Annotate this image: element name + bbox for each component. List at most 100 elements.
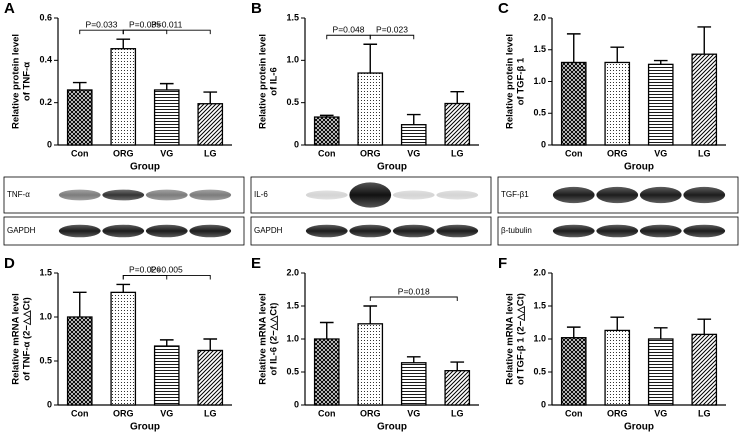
bar [153, 89, 180, 146]
y-axis-label: of IL-6 (2−△△Ct) [269, 303, 280, 376]
blot-band [58, 224, 101, 238]
error-bar [159, 339, 174, 347]
bar [604, 61, 631, 146]
blot-band [102, 189, 145, 201]
y-tick-label: 1.5 [533, 44, 546, 54]
blot-band [305, 224, 348, 238]
x-tick-label: VG [654, 408, 667, 418]
y-tick-label: 0 [47, 399, 52, 409]
blot-band [639, 224, 682, 238]
x-tick-label: ORG [113, 408, 134, 418]
blot-band [189, 189, 232, 201]
x-tick-label: ORG [607, 148, 628, 158]
bar [444, 102, 471, 146]
blot-label: β-tubulin [501, 226, 532, 235]
y-axis-label: Relative protein level [505, 34, 516, 129]
blot-label: IL-6 [254, 190, 268, 199]
error-bar [159, 82, 174, 90]
error-bar [450, 361, 465, 371]
bar [313, 116, 340, 146]
y-tick-label: 1.5 [286, 12, 299, 22]
blot-label-bg [499, 225, 543, 237]
y-axis-label: of TGF-β 1 (2−△△Ct) [516, 293, 527, 385]
bar [197, 349, 224, 406]
blot-band [349, 182, 392, 208]
y-axis-label: of TNF-α (2−△△Ct) [22, 297, 33, 381]
error-bar [363, 305, 378, 324]
panel-label: A [4, 0, 15, 17]
bar [197, 103, 224, 146]
error-bar [697, 26, 712, 55]
y-tick-label: 0.6 [39, 12, 52, 22]
p-value: P=0.026 [129, 265, 161, 275]
bar [647, 338, 674, 406]
blot-label-bg [252, 189, 296, 201]
p-value: P=0.035 [129, 19, 161, 29]
error-bar [653, 327, 668, 339]
blot-band [145, 224, 188, 238]
error-bar [203, 91, 218, 104]
error-bar [450, 90, 465, 104]
x-axis-label: Group [130, 162, 160, 173]
p-value: P=0.005 [151, 265, 183, 275]
bar [560, 337, 587, 406]
bar [110, 48, 137, 146]
error-bar [610, 46, 625, 63]
y-tick-label: 0 [541, 139, 546, 149]
significance-bracket [122, 274, 168, 280]
p-value: P=0.018 [398, 286, 430, 296]
x-tick-label: LG [204, 408, 217, 418]
bar [691, 53, 718, 146]
blot-band [145, 189, 188, 201]
significance-bracket [122, 29, 211, 35]
y-axis-label: Relative mRNA level [258, 293, 269, 385]
x-axis-label: Group [130, 422, 160, 433]
blot-band [102, 224, 145, 238]
blot-label: GAPDH [7, 226, 36, 235]
x-tick-label: Con [71, 408, 89, 418]
panel-label: D [4, 255, 15, 272]
significance-bracket [369, 296, 458, 301]
y-tick-label: 0 [294, 139, 299, 149]
bar [313, 338, 340, 406]
blot-band [552, 224, 595, 238]
y-tick-label: 0.5 [533, 366, 546, 376]
x-tick-label: LG [204, 148, 217, 158]
y-tick-label: 0.5 [533, 108, 546, 118]
y-tick-label: 0 [47, 139, 52, 149]
bar [604, 329, 631, 406]
error-bar [203, 338, 218, 351]
y-tick-label: 0.5 [39, 355, 52, 365]
y-axis-label: Relative protein level [258, 34, 269, 129]
x-axis-label: Group [377, 422, 407, 433]
bar [357, 72, 384, 146]
y-tick-label: 0.5 [286, 366, 299, 376]
blot-band [596, 224, 639, 238]
bar [66, 316, 93, 406]
x-tick-label: LG [698, 148, 711, 158]
x-tick-label: VG [160, 408, 173, 418]
p-value: P=0.048 [333, 24, 365, 34]
error-bar [406, 356, 421, 363]
y-tick-label: 0.5 [286, 97, 299, 107]
y-tick-label: 1.0 [533, 333, 546, 343]
x-tick-label: Con [318, 148, 336, 158]
significance-bracket [326, 34, 371, 40]
y-tick-label: 0 [294, 399, 299, 409]
y-tick-label: 2.0 [286, 267, 299, 277]
x-tick-label: ORG [607, 408, 628, 418]
error-bar [72, 291, 87, 317]
error-bar [116, 283, 131, 293]
y-tick-label: 0.2 [39, 97, 52, 107]
x-tick-label: VG [654, 148, 667, 158]
y-tick-label: 0 [541, 399, 546, 409]
error-bar [697, 318, 712, 335]
panel-label: E [251, 255, 261, 272]
bar [400, 362, 427, 406]
p-value: P=0.033 [86, 19, 118, 29]
error-bar [566, 33, 581, 63]
x-tick-label: Con [565, 148, 583, 158]
error-bar [566, 326, 581, 338]
blot-label-bg [499, 189, 543, 201]
